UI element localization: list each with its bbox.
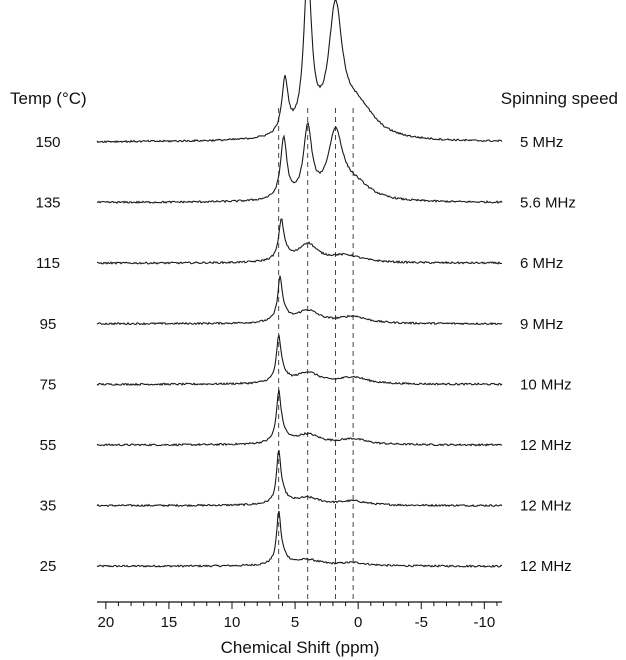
temperature-label: 115 bbox=[36, 255, 60, 272]
x-tick-label: 0 bbox=[354, 614, 362, 631]
spectrum-trace-75 bbox=[96, 334, 503, 387]
x-tick-label: 20 bbox=[97, 614, 114, 631]
temperature-label: 25 bbox=[40, 558, 57, 575]
temperature-label: 55 bbox=[40, 437, 57, 454]
spectra-traces bbox=[96, 0, 503, 568]
spinning-speed-label: 12 MHz bbox=[520, 558, 572, 575]
x-tick-label: 15 bbox=[161, 614, 178, 631]
temperature-label: 75 bbox=[40, 376, 57, 393]
x-tick-label: -5 bbox=[415, 614, 428, 631]
x-tick-label: 5 bbox=[291, 614, 299, 631]
x-tick-label: -10 bbox=[473, 614, 495, 631]
spinning-speed-header: Spinning speed bbox=[501, 89, 618, 108]
spinning-speed-label: 12 MHz bbox=[520, 437, 572, 454]
reference-lines bbox=[278, 108, 354, 602]
spinning-speed-label: 9 MHz bbox=[520, 316, 563, 333]
spectrum-trace-25 bbox=[96, 510, 503, 568]
spectrum-trace-150 bbox=[96, 0, 503, 144]
spinning-speed-label: 10 MHz bbox=[520, 376, 572, 393]
spectrum-trace-135 bbox=[96, 121, 503, 205]
spinning-speed-label: 5 MHz bbox=[520, 134, 563, 151]
spinning-speed-label: 6 MHz bbox=[520, 255, 563, 272]
temperature-label: 95 bbox=[40, 316, 57, 333]
spinning-speed-label: 5.6 MHz bbox=[520, 195, 576, 212]
x-axis-label: Chemical Shift (ppm) bbox=[221, 638, 380, 657]
spectrum-trace-35 bbox=[96, 450, 503, 508]
spinning-speed-label: 12 MHz bbox=[520, 498, 572, 515]
temperature-label: 150 bbox=[35, 134, 60, 151]
temperature-header: Temp (°C) bbox=[10, 89, 87, 108]
x-axis: 20 15 10 5 0 -5 -10 bbox=[97, 601, 502, 631]
temperature-label: 135 bbox=[35, 195, 60, 212]
temperature-label: 35 bbox=[40, 498, 57, 515]
spectrum-trace-95 bbox=[96, 275, 503, 326]
x-tick-label: 10 bbox=[224, 614, 241, 631]
spectrum-trace-55 bbox=[96, 389, 503, 447]
spectrum-trace-115 bbox=[96, 218, 503, 265]
